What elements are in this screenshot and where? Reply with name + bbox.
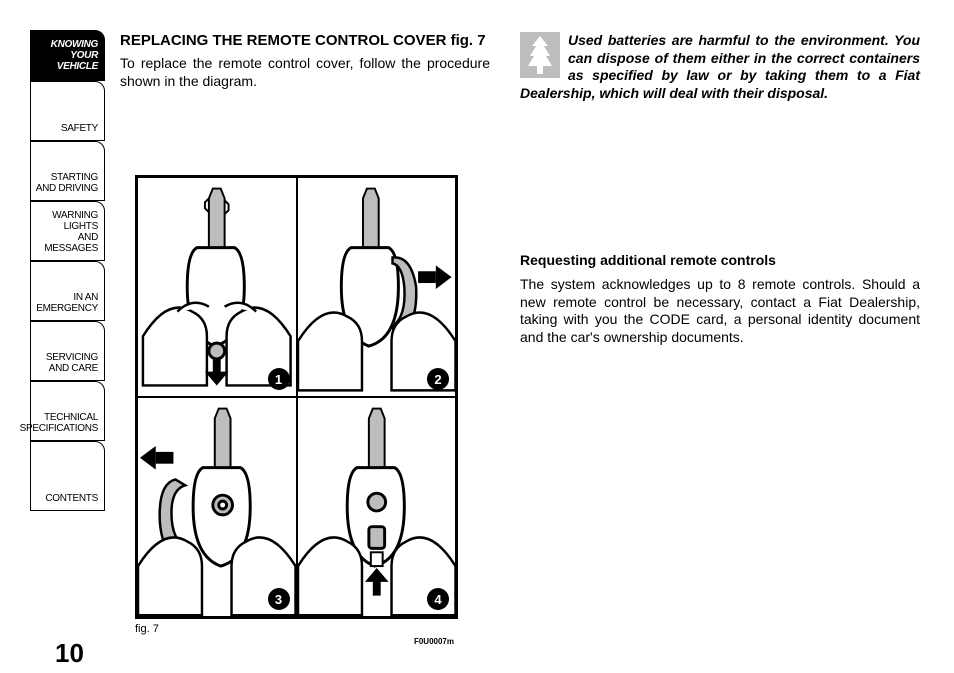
- tab-label: TECHNICAL: [44, 412, 98, 423]
- subsection-heading: Requesting additional remote controls: [520, 252, 920, 268]
- section-tabs: KNOWING YOUR VEHICLE SAFETY STARTING AND…: [30, 30, 105, 511]
- figure-label: fig. 7: [135, 623, 458, 635]
- tab-label: AND MESSAGES: [33, 232, 98, 254]
- tab-label: CONTENTS: [45, 493, 98, 504]
- subsection-body: The system acknowledges up to 8 remote c…: [520, 276, 920, 346]
- step-number: 2: [427, 368, 449, 390]
- tab-servicing-and-care[interactable]: SERVICING AND CARE: [30, 321, 105, 381]
- tab-label: VEHICLE: [37, 61, 98, 72]
- tab-label: AND CARE: [49, 363, 98, 374]
- environment-tree-icon: [520, 32, 560, 78]
- figure-panel-1: 1: [137, 177, 297, 397]
- tab-knowing-your-vehicle[interactable]: KNOWING YOUR VEHICLE: [30, 30, 105, 81]
- figure-panel-2: 2: [297, 177, 457, 397]
- tab-safety[interactable]: SAFETY: [30, 81, 105, 141]
- figure-panel-3: 3: [137, 397, 297, 617]
- spacer: [520, 102, 920, 252]
- step-number: 4: [427, 588, 449, 610]
- figure-7: 1: [135, 175, 458, 635]
- tab-label: SERVICING: [46, 352, 98, 363]
- notice-text: Used batteries are harmful to the enviro…: [520, 32, 920, 101]
- tab-label: EMERGENCY: [36, 303, 98, 314]
- tab-warning-lights[interactable]: WARNING LIGHTS AND MESSAGES: [30, 201, 105, 261]
- tab-starting-and-driving[interactable]: STARTING AND DRIVING: [30, 141, 105, 201]
- key-illustration-3: [138, 398, 296, 616]
- right-column: Used batteries are harmful to the enviro…: [520, 32, 920, 358]
- left-column: REPLACING THE REMOTE CONTROL COVER fig. …: [120, 32, 490, 102]
- tab-label: WARNING LIGHTS: [33, 210, 98, 232]
- tab-label: YOUR: [37, 50, 98, 61]
- tab-label: KNOWING: [37, 39, 98, 50]
- tab-label: SAFETY: [61, 123, 98, 134]
- environment-notice: Used batteries are harmful to the enviro…: [520, 32, 920, 102]
- figure-panel-4: 4: [297, 397, 457, 617]
- tab-label: IN AN: [73, 292, 98, 303]
- tab-label: SPECIFICATIONS: [20, 423, 98, 434]
- tab-in-an-emergency[interactable]: IN AN EMERGENCY: [30, 261, 105, 321]
- section-heading: REPLACING THE REMOTE CONTROL COVER fig. …: [120, 32, 490, 49]
- tab-technical-specifications[interactable]: TECHNICAL SPECIFICATIONS: [30, 381, 105, 441]
- tab-contents[interactable]: CONTENTS: [30, 441, 105, 511]
- step-number: 1: [268, 368, 290, 390]
- manual-page: KNOWING YOUR VEHICLE SAFETY STARTING AND…: [0, 0, 954, 673]
- figure-code: F0U0007m: [414, 637, 454, 646]
- tab-label: AND DRIVING: [36, 183, 98, 194]
- step-number: 3: [268, 588, 290, 610]
- key-illustration-2: [298, 178, 456, 396]
- figure-frame: 1: [135, 175, 458, 619]
- page-number: 10: [55, 638, 84, 669]
- section-body: To replace the remote control cover, fol…: [120, 55, 490, 90]
- tab-label: STARTING: [51, 172, 98, 183]
- key-illustration-4: [298, 398, 456, 616]
- key-illustration-1: [138, 178, 296, 396]
